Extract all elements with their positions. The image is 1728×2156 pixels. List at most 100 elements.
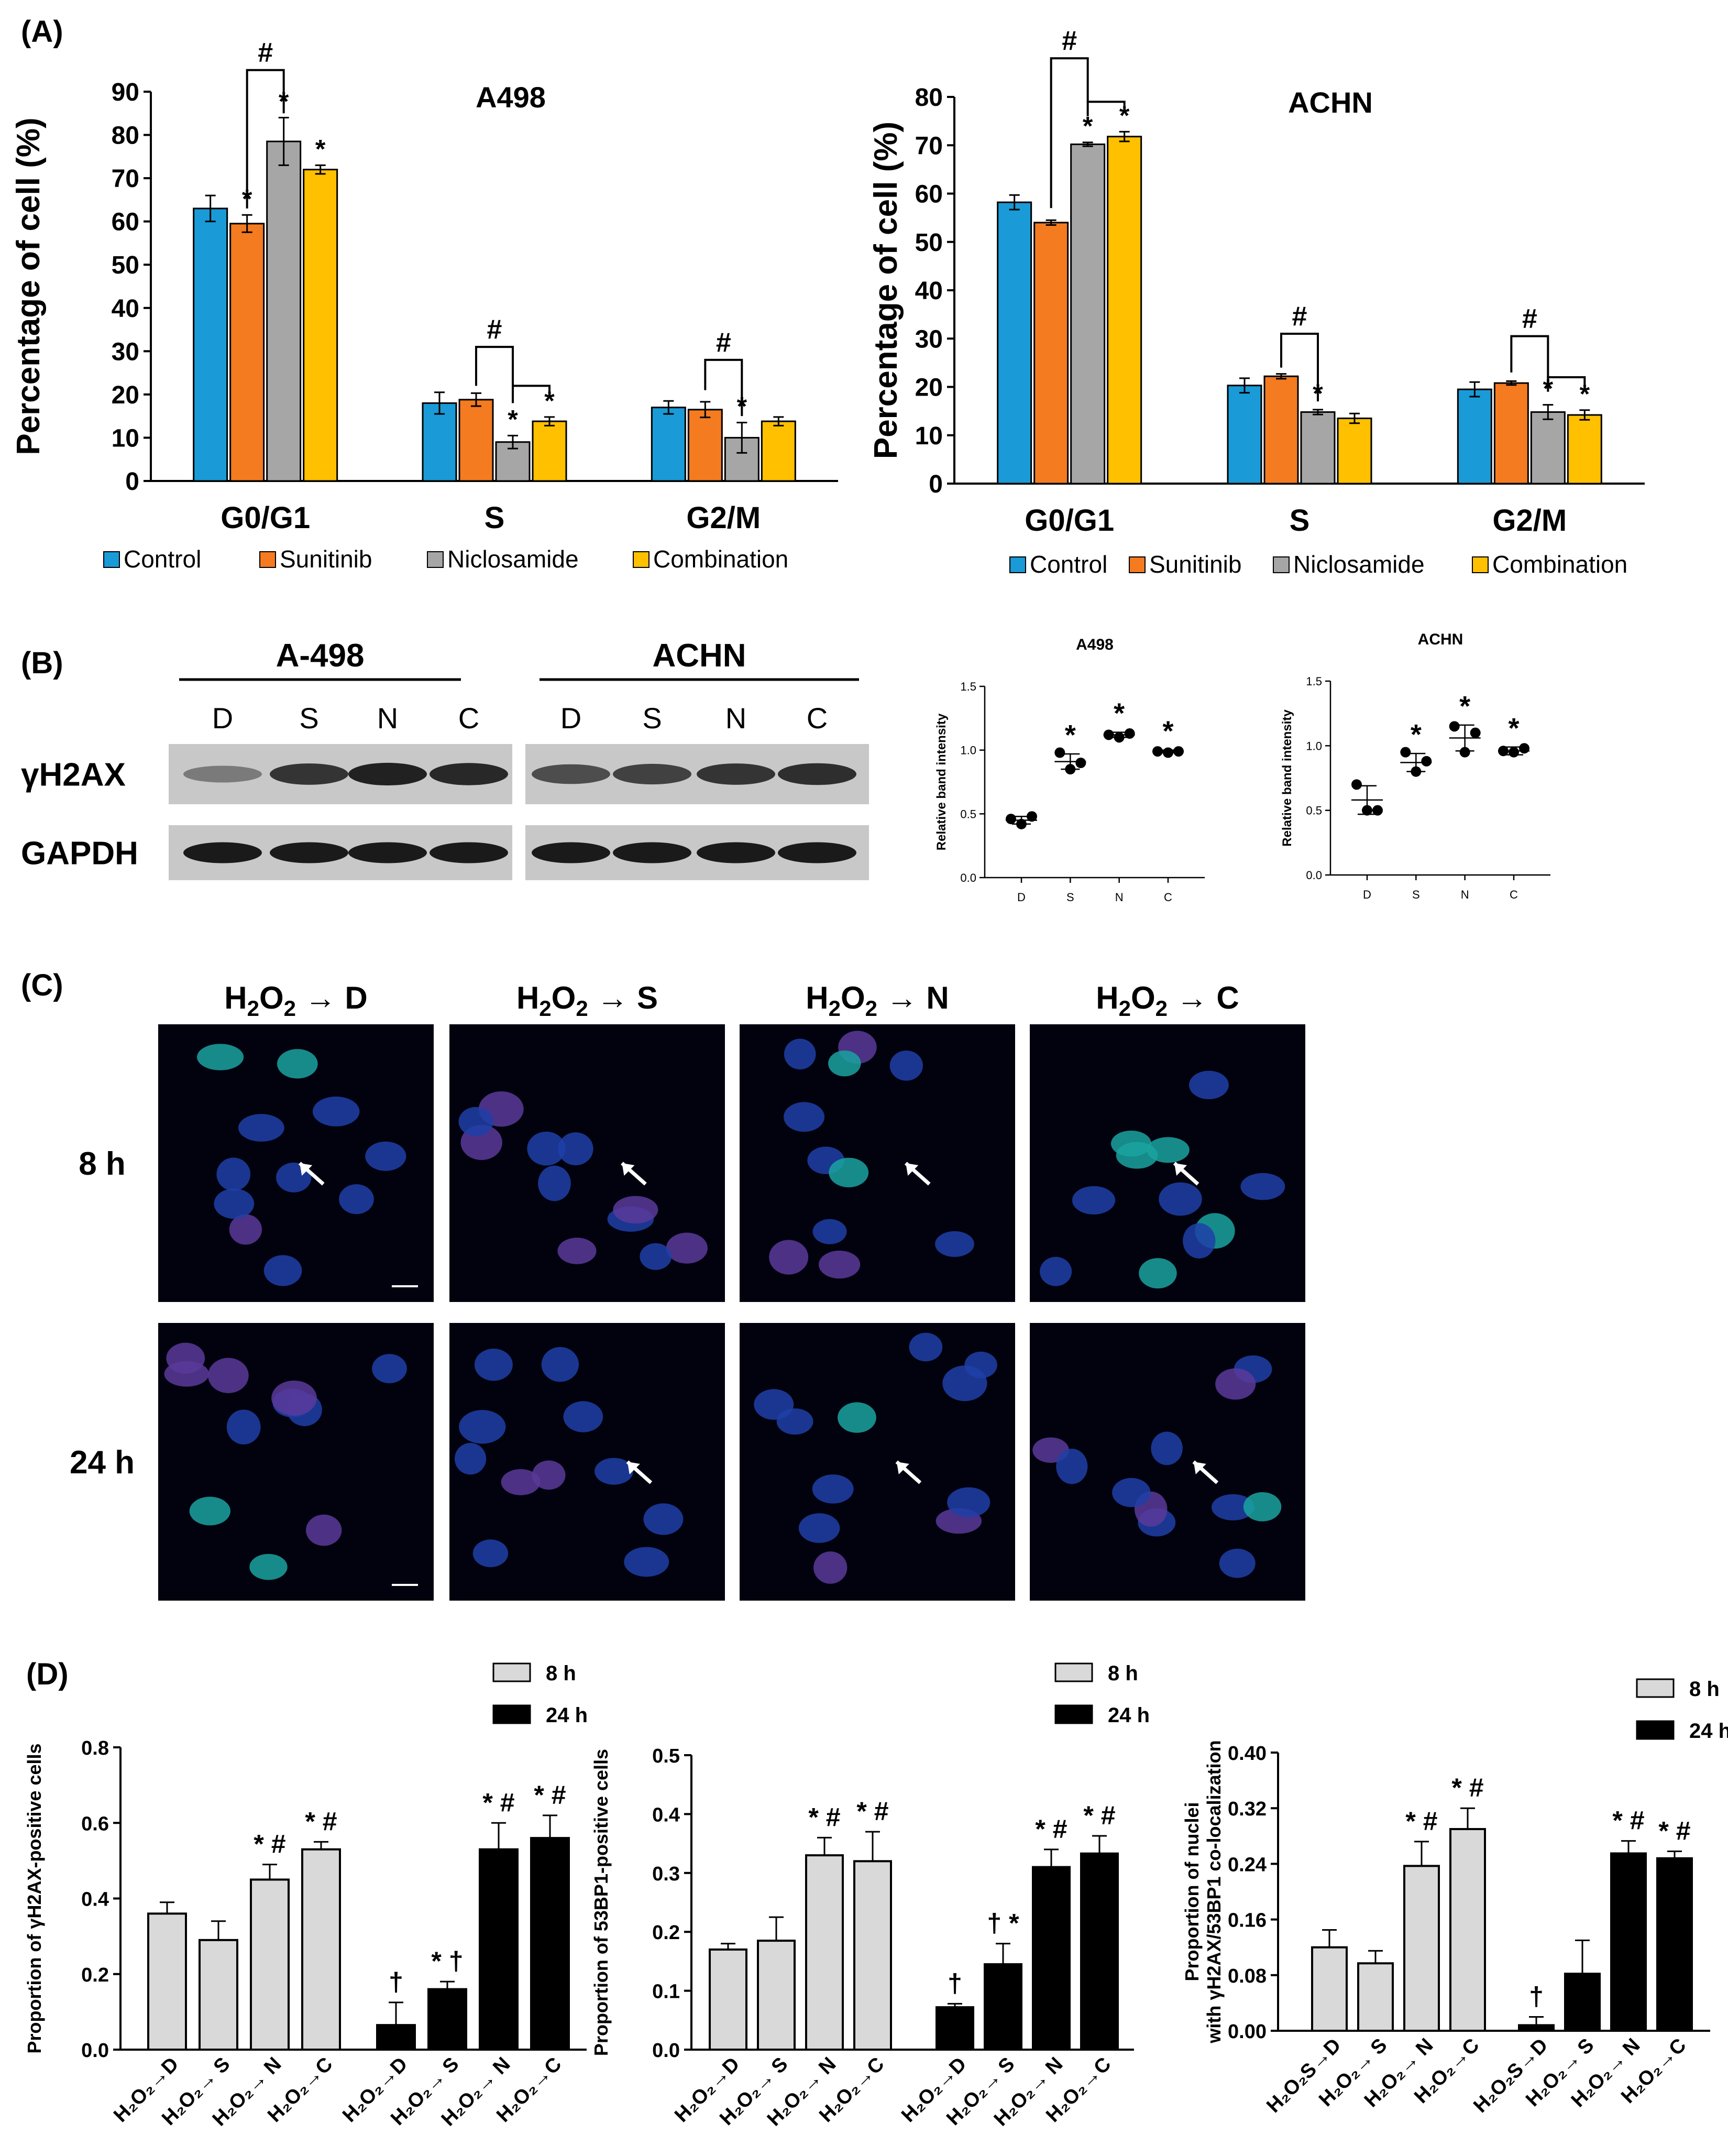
legend-swatch xyxy=(103,551,120,568)
cell-nucleus xyxy=(964,1351,997,1378)
cell-nucleus xyxy=(216,1157,251,1191)
significance-annotation: * # xyxy=(1658,1816,1690,1846)
blot-band xyxy=(532,764,610,784)
arrow-head xyxy=(896,1462,909,1474)
data-point xyxy=(1054,747,1065,758)
bar xyxy=(1033,222,1069,485)
y-tick-label: 30 xyxy=(112,338,139,366)
bar xyxy=(935,2006,974,2051)
x-tick-label: C xyxy=(1510,888,1518,901)
y-tick-label: 0.0 xyxy=(960,871,976,884)
blot-band xyxy=(270,763,348,785)
cell-nucleus xyxy=(784,1102,825,1132)
y-tick-label: 0.08 xyxy=(1228,1965,1267,1987)
significance-star: * xyxy=(1580,379,1590,409)
y-tick-label: 80 xyxy=(915,84,943,112)
column-label: H2O2 → D xyxy=(224,980,367,1021)
row-label: 8 h xyxy=(79,1146,126,1182)
y-axis-label: Percentage of cell (%) xyxy=(10,117,47,455)
bar xyxy=(1300,411,1336,485)
arrow-head xyxy=(300,1163,313,1176)
panel-letter-b: (B) xyxy=(21,646,63,680)
significance-star: * xyxy=(1411,719,1422,750)
category-label: S xyxy=(485,501,505,535)
y-tick-label: 20 xyxy=(915,374,943,402)
y-axis-label: Proportion of nuclei xyxy=(1181,1802,1203,1982)
blot-band xyxy=(613,763,691,785)
bar xyxy=(651,407,686,482)
legend-label: 8 h xyxy=(1108,1662,1138,1685)
chart-title: ACHN xyxy=(1418,631,1463,648)
band-intensity-chart-achn: ACHN 0.0 0.5 1.0 1.5 Relative band intensity D… xyxy=(1280,631,1550,901)
cell-nucleus xyxy=(613,1196,658,1224)
cell-nucleus xyxy=(1040,1256,1072,1286)
hash-mark: # xyxy=(1292,301,1307,332)
cell-nucleus xyxy=(798,1513,840,1543)
y-tick-label: 0.0 xyxy=(81,2040,109,2062)
cell-cycle-chart-a498: 0 10 20 30 40 50 60 70 80 90 Percentage of cell (%… xyxy=(10,38,838,573)
cell-nucleus xyxy=(1188,1070,1229,1100)
legend-swatch xyxy=(1273,556,1290,573)
cell-nucleus xyxy=(1219,1548,1256,1578)
cell-nucleus xyxy=(238,1114,284,1142)
column-label: H2O2 → S xyxy=(516,980,658,1021)
y-tick-label: 1.0 xyxy=(960,744,976,757)
significance-bracket xyxy=(1510,335,1549,392)
cell-nucleus xyxy=(541,1347,579,1382)
panel-letter-a: (A) xyxy=(21,15,63,49)
bar xyxy=(1032,1866,1071,2051)
significance-annotation: * # xyxy=(1035,1814,1067,1844)
blot-band xyxy=(532,842,610,863)
legend-swatch xyxy=(1472,556,1489,573)
blot-band xyxy=(348,762,427,786)
legend-label: Niclosamide xyxy=(447,545,579,573)
legend-label: 8 h xyxy=(1689,1678,1720,1701)
cell-nucleus xyxy=(889,1050,923,1081)
panel-letter-d: (D) xyxy=(26,1657,69,1691)
legend-label: 8 h xyxy=(546,1662,576,1685)
cell-nucleus xyxy=(595,1458,633,1485)
y-axis-label: Proportion of γH2AX-positive cells xyxy=(24,1743,45,2053)
y-tick-label: 0.32 xyxy=(1228,1798,1267,1820)
y-tick-label: 0.4 xyxy=(652,1804,680,1826)
y-tick-label: 0.5 xyxy=(960,807,976,820)
arrow-head xyxy=(627,1462,640,1474)
category-label: G0/G1 xyxy=(221,501,310,535)
legend-label: 24 h xyxy=(1689,1720,1728,1743)
significance-star: * xyxy=(315,134,326,163)
bar xyxy=(1357,1962,1394,2032)
y-axis-label: with γH2AX/53BP1 co-localization xyxy=(1203,1740,1225,2043)
y-axis-label: Percentage of cell (%) xyxy=(868,122,904,459)
cell-nucleus xyxy=(819,1250,861,1279)
blot-band xyxy=(778,763,856,785)
cell-nucleus xyxy=(189,1496,230,1526)
cell-nucleus xyxy=(558,1132,593,1166)
x-tick-label: D xyxy=(1363,888,1371,901)
cell-nucleus xyxy=(1112,1478,1151,1507)
y-axis-label: Relative band intensity xyxy=(934,713,949,850)
y-tick-label: 0.00 xyxy=(1228,2021,1267,2043)
data-point xyxy=(1509,747,1519,758)
lane-label: S xyxy=(299,702,318,735)
y-tick-label: 50 xyxy=(915,229,943,257)
data-point xyxy=(1103,729,1114,740)
significance-annotation: † xyxy=(1529,1982,1544,2011)
cell-cycle-chart-achn: 0 10 20 30 40 50 60 70 80 Percentage of cell (%) A… xyxy=(868,26,1645,578)
arrow-head xyxy=(1174,1163,1187,1176)
legend-swatch xyxy=(633,551,650,568)
significance-annotation: * # xyxy=(1405,1807,1437,1836)
bar xyxy=(757,1940,796,2051)
cell-nucleus xyxy=(527,1131,566,1166)
cell-nucleus xyxy=(459,1410,506,1444)
data-point xyxy=(1362,805,1372,816)
bar xyxy=(229,223,265,482)
significance-star: * xyxy=(1065,719,1076,751)
cell-nucleus xyxy=(1072,1186,1116,1214)
cell-nucleus xyxy=(474,1349,513,1381)
colocalization-chart: 0.00 0.08 0.16 0.24 0.32 0.40 Proportion of nu… xyxy=(1181,1678,1728,2117)
bar xyxy=(709,1948,747,2051)
significance-star: * xyxy=(544,386,555,415)
chart-title: A498 xyxy=(476,81,546,114)
significance-annotation: * # xyxy=(482,1788,514,1817)
significance-bracket xyxy=(1280,333,1319,402)
